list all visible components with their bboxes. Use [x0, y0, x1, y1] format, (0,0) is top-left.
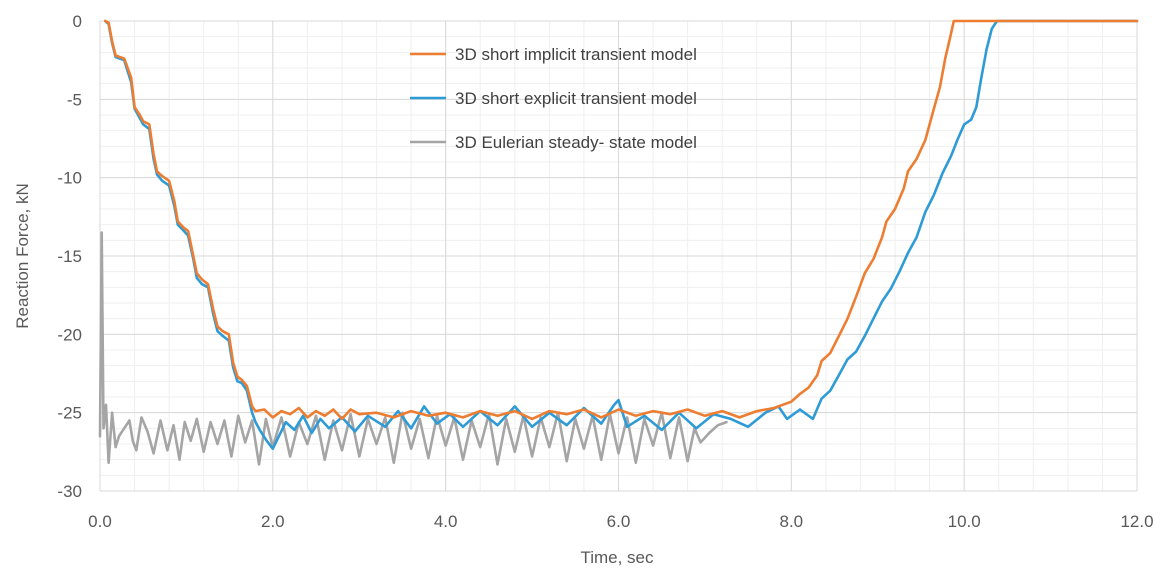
x-axis-title: Time, sec: [580, 548, 654, 567]
y-tick-label: -5: [67, 90, 82, 109]
x-tick-label: 2.0: [261, 512, 285, 531]
x-tick-label: 12.0: [1120, 512, 1153, 531]
y-axis-title: Reaction Force, kN: [13, 183, 32, 329]
x-axis-tick-labels: 0.0 2.0 4.0 6.0 8.0 10.0 12.0: [88, 512, 1153, 531]
x-tick-label: 8.0: [780, 512, 804, 531]
y-tick-label: -15: [57, 247, 82, 266]
x-tick-label: 6.0: [607, 512, 631, 531]
series-layer: [98, 19, 1139, 466]
major-grid: [99, 20, 1138, 492]
series-line-2: [103, 19, 1139, 450]
legend-label-1: 3D short implicit transient model: [455, 45, 697, 64]
y-tick-label: -30: [57, 482, 82, 501]
x-tick-label: 4.0: [434, 512, 458, 531]
y-tick-label: -25: [57, 404, 82, 423]
y-axis-tick-labels: 0 -5 -10 -15 -20 -25 -30: [57, 12, 82, 501]
series-line-3: [98, 231, 728, 466]
legend-label-3: 3D Eulerian steady- state model: [455, 133, 697, 152]
legend-label-2: 3D short explicit transient model: [455, 89, 697, 108]
legend: 3D short implicit transient model 3D shor…: [410, 45, 697, 152]
x-tick-label: 0.0: [88, 512, 112, 531]
y-tick-label: -20: [57, 325, 82, 344]
series-line-1: [103, 19, 1139, 421]
y-tick-label: -10: [57, 169, 82, 188]
y-tick-label: 0: [73, 12, 82, 31]
x-tick-label: 10.0: [948, 512, 981, 531]
